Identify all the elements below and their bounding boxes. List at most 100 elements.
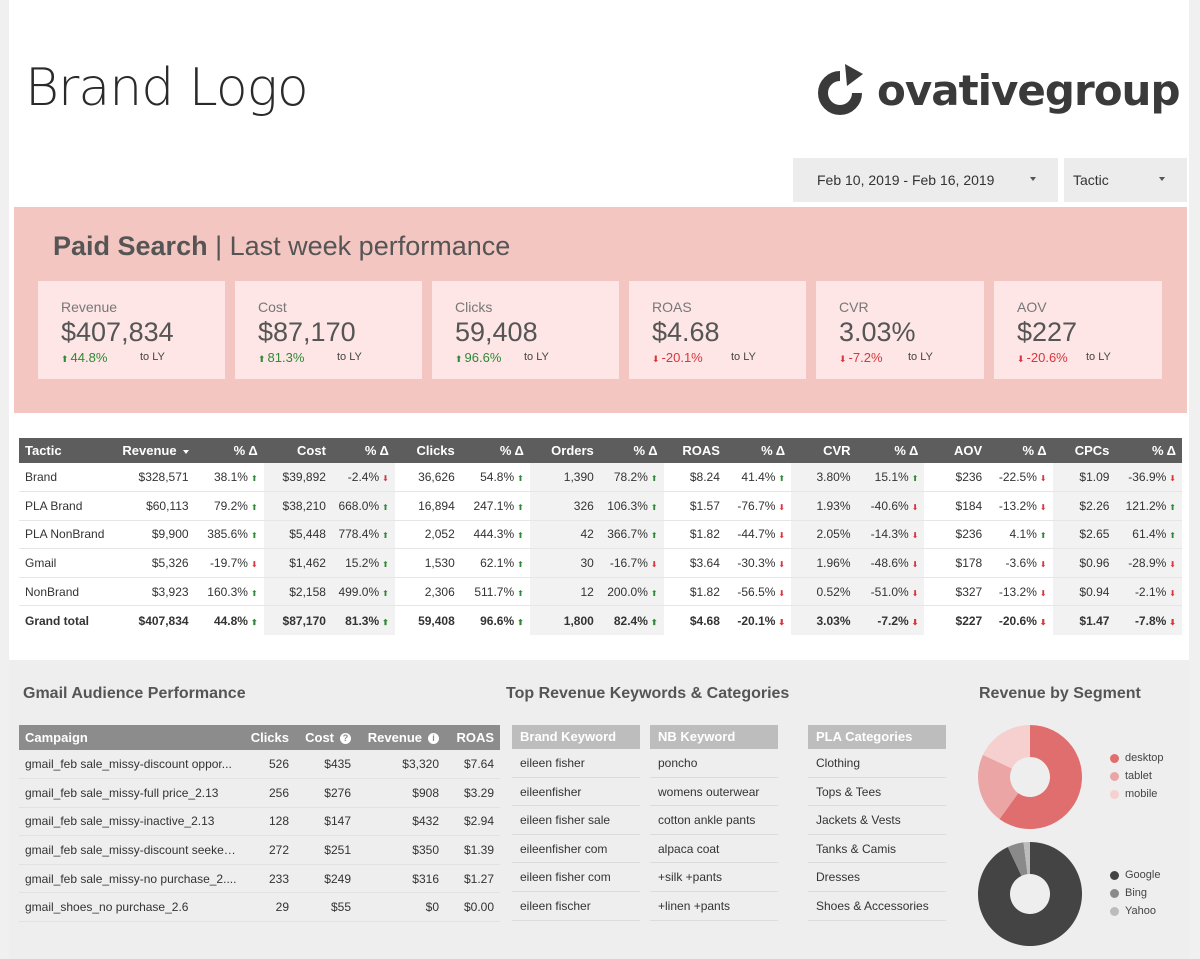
table-cell: $3.64: [663, 548, 726, 578]
cell-value: 444.3%: [473, 527, 515, 542]
table-cell: $2.94: [445, 807, 500, 837]
arrow-up-icon: ⬆: [650, 617, 658, 627]
cell-value: $38,210: [282, 498, 326, 513]
cell-value: Gmail: [25, 556, 57, 571]
engine-legend: Google Bing Yahoo: [1110, 866, 1160, 920]
table-cell: -56.5% ⬇: [725, 577, 792, 607]
table-cell: $2.65: [1052, 520, 1116, 550]
pie-slice-tablet[interactable]: [978, 754, 1019, 820]
arrow-up-icon: ⬆: [455, 354, 463, 364]
pie-slice-google[interactable]: [978, 842, 1082, 946]
kpi-label: Clicks: [455, 299, 493, 315]
table-cell: 96.6% ⬆: [461, 606, 530, 635]
pie-slice-desktop[interactable]: [999, 725, 1082, 829]
table-cell: 0.52%: [791, 577, 857, 607]
table-cell: -20.6% ⬇: [988, 606, 1052, 635]
table-cell: -28.9% ⬇: [1115, 548, 1182, 578]
table-cell: 3.80%: [791, 463, 857, 493]
table-cell: gmail_feb sale_missy-discount seeker...: [19, 835, 243, 865]
table-cell: $1.09: [1052, 463, 1116, 493]
cell-value: $0.96: [1079, 556, 1110, 571]
arrow-up-icon: ⬆: [61, 354, 69, 364]
table-cell: $328,571: [110, 463, 195, 493]
pie-slice-mobile[interactable]: [982, 725, 1030, 769]
arrow-up-icon: ⬆: [382, 560, 389, 570]
table-cell: 61.4% ⬆: [1115, 520, 1182, 550]
table-cell: 1,390: [529, 463, 600, 493]
column-header: Tactic: [19, 438, 111, 463]
arrow-down-icon: ⬇: [1039, 502, 1047, 512]
cell-value: 1,390: [563, 470, 594, 485]
tactic-filter[interactable]: Tactic: [1064, 158, 1187, 202]
table-cell: gmail_feb sale_missy-inactive_2.13: [19, 807, 243, 837]
table-cell: $7.64: [445, 750, 500, 780]
date-range-filter[interactable]: Feb 10, 2019 - Feb 16, 2019: [793, 158, 1058, 202]
column-header[interactable]: Revenue: [110, 438, 195, 463]
legend-item: tablet: [1110, 767, 1164, 785]
arrow-down-icon: ⬇: [1039, 617, 1047, 627]
cell-value: 2,052: [424, 527, 455, 542]
cell-value: 247.1%: [473, 498, 515, 513]
kpi-value: $4.68: [652, 317, 720, 347]
pie-slice-bing[interactable]: [1007, 842, 1028, 876]
list-item: Dresses: [808, 863, 946, 892]
arrow-up-icon: ⬆: [650, 531, 658, 541]
sort-desc-icon[interactable]: [182, 449, 189, 454]
list-item: Clothing: [808, 749, 946, 778]
table-cell: $2.26: [1052, 491, 1116, 521]
cell-value: $8.24: [689, 470, 720, 485]
legend-label: Bing: [1125, 887, 1148, 899]
column-header-label: Cost: [305, 730, 334, 745]
table-cell: $3,320: [357, 750, 445, 780]
table-cell: 366.7% ⬆: [599, 520, 664, 550]
kpi-comparison-label: to LY: [140, 351, 165, 363]
table-cell: $236: [924, 520, 989, 550]
table-cell: 256: [243, 778, 295, 808]
arrow-down-icon: ⬇: [1169, 588, 1176, 598]
cell-value: 3.03%: [816, 613, 851, 628]
table-cell: $0.96: [1052, 548, 1116, 578]
table-cell: $0.94: [1052, 577, 1116, 607]
table-cell: -51.0% ⬇: [856, 577, 925, 607]
cell-value: -7.8%: [1134, 613, 1167, 628]
dashboard-page: Brand Logo ovativegroup Feb 10, 2019 - F…: [9, 0, 1189, 959]
column-header-label: AOV: [954, 443, 983, 458]
list-item: Shoes & Accessories: [808, 892, 946, 921]
kpi-delta-value: -20.1%: [661, 350, 703, 365]
cell-value: -44.7%: [737, 527, 776, 542]
list-item: cotton ankle pants: [650, 806, 778, 835]
table-cell: 499.0% ⬆: [331, 577, 395, 607]
help-icon[interactable]: ?: [340, 733, 351, 745]
legend-item: Google: [1110, 866, 1160, 884]
arrow-up-icon: ⬆: [258, 354, 266, 364]
table-cell: -19.7% ⬇: [194, 548, 264, 578]
table-cell: 36,626: [394, 463, 461, 493]
cell-value: 79.2%: [213, 498, 248, 513]
arrow-down-icon: ⬇: [911, 531, 919, 541]
table-cell: 54.8% ⬆: [460, 463, 530, 493]
table-cell: $60,113: [110, 491, 195, 521]
table-cell: 272: [243, 835, 295, 865]
arrow-up-icon: ⬆: [1169, 502, 1176, 512]
table-cell: 128: [243, 807, 295, 837]
table-row: gmail_feb sale_missy-discount seeker... 2…: [19, 835, 500, 865]
column-header: % Δ: [1115, 438, 1182, 463]
device-legend: desktop tablet mobile: [1110, 749, 1164, 803]
pie-slice-yahoo[interactable]: [1023, 842, 1030, 875]
cell-value: -19.7%: [209, 556, 248, 571]
cell-value: 106.3%: [607, 498, 648, 513]
info-icon[interactable]: i: [428, 733, 439, 745]
cell-value: PLA Brand: [25, 498, 83, 513]
legend-swatch: [1110, 789, 1119, 799]
kpi-delta-value: 44.8%: [70, 350, 108, 365]
arrow-down-icon: ⬇: [1169, 617, 1176, 627]
cell-value: 59,408: [418, 613, 455, 628]
table-cell: $1.39: [445, 835, 500, 865]
kpi-comparison-label: to LY: [908, 351, 933, 363]
legend-label: tablet: [1125, 770, 1152, 782]
arrow-up-icon: ⬆: [650, 474, 658, 484]
kpi-delta-value: -7.2%: [848, 350, 883, 365]
column-header: % Δ: [599, 438, 664, 463]
cell-value: Brand: [25, 470, 58, 485]
cell-value: -30.3%: [737, 556, 776, 571]
